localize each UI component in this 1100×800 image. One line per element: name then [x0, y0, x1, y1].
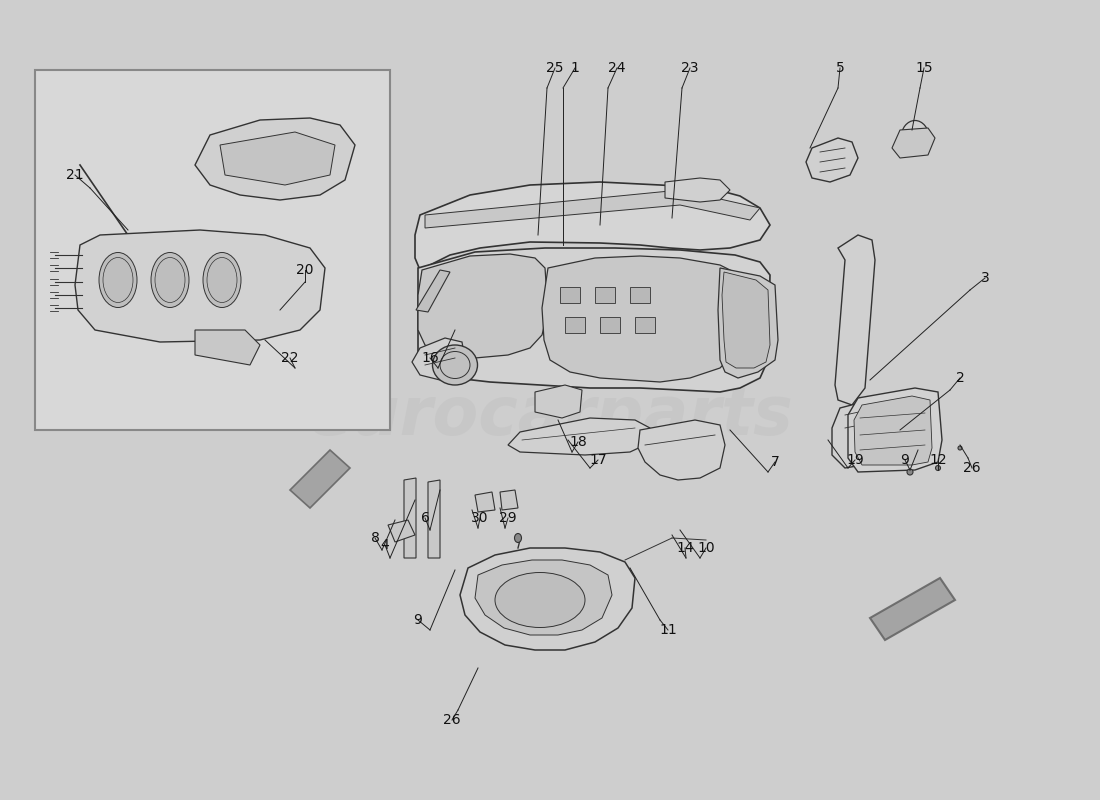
- Ellipse shape: [958, 446, 962, 450]
- Polygon shape: [220, 132, 336, 185]
- Ellipse shape: [908, 469, 913, 475]
- FancyBboxPatch shape: [35, 70, 390, 430]
- Text: 18: 18: [569, 435, 587, 449]
- Text: 16: 16: [421, 351, 439, 365]
- Polygon shape: [535, 385, 582, 418]
- Polygon shape: [508, 418, 650, 455]
- Ellipse shape: [901, 121, 930, 155]
- Text: 9: 9: [414, 613, 422, 627]
- Text: 29: 29: [499, 511, 517, 525]
- Text: 11: 11: [659, 623, 676, 637]
- Ellipse shape: [515, 534, 521, 542]
- Text: 21: 21: [66, 168, 84, 182]
- Polygon shape: [892, 128, 935, 158]
- Text: 7: 7: [771, 455, 780, 469]
- Text: 25: 25: [547, 61, 563, 75]
- Polygon shape: [565, 317, 585, 333]
- Polygon shape: [428, 480, 440, 558]
- Polygon shape: [475, 492, 495, 512]
- Polygon shape: [638, 420, 725, 480]
- Polygon shape: [806, 138, 858, 182]
- Polygon shape: [560, 287, 580, 303]
- Text: 22: 22: [282, 351, 299, 365]
- Polygon shape: [722, 272, 770, 368]
- Ellipse shape: [495, 573, 585, 627]
- Polygon shape: [425, 190, 760, 228]
- Polygon shape: [500, 490, 518, 510]
- Text: 8: 8: [371, 531, 380, 545]
- Polygon shape: [404, 478, 416, 558]
- Text: 24: 24: [608, 61, 626, 75]
- Ellipse shape: [432, 345, 477, 385]
- Polygon shape: [635, 317, 654, 333]
- Polygon shape: [854, 396, 932, 465]
- Polygon shape: [460, 548, 635, 650]
- Polygon shape: [630, 287, 650, 303]
- Text: 10: 10: [697, 541, 715, 555]
- Text: 2: 2: [956, 371, 965, 385]
- Ellipse shape: [151, 253, 189, 307]
- Polygon shape: [290, 450, 350, 508]
- Polygon shape: [832, 395, 918, 468]
- Polygon shape: [195, 330, 260, 365]
- Text: 14: 14: [676, 541, 694, 555]
- Ellipse shape: [204, 253, 241, 307]
- Text: 15: 15: [915, 61, 933, 75]
- Polygon shape: [416, 270, 450, 312]
- Text: 4: 4: [381, 538, 389, 552]
- Polygon shape: [195, 118, 355, 200]
- Text: 3: 3: [980, 271, 989, 285]
- Text: 30: 30: [471, 511, 488, 525]
- Text: 26: 26: [443, 713, 461, 727]
- Polygon shape: [870, 578, 955, 640]
- Text: 12: 12: [930, 453, 947, 467]
- Polygon shape: [75, 230, 324, 342]
- Text: 19: 19: [846, 453, 864, 467]
- Ellipse shape: [99, 253, 138, 307]
- Polygon shape: [848, 388, 942, 472]
- Polygon shape: [600, 317, 620, 333]
- Ellipse shape: [935, 466, 940, 470]
- Text: 23: 23: [681, 61, 698, 75]
- Polygon shape: [388, 520, 415, 542]
- Polygon shape: [475, 560, 612, 635]
- Text: 6: 6: [420, 511, 429, 525]
- Polygon shape: [412, 338, 465, 380]
- Polygon shape: [666, 178, 730, 202]
- Text: 9: 9: [901, 453, 910, 467]
- Text: 1: 1: [571, 61, 580, 75]
- Text: 5: 5: [836, 61, 845, 75]
- Polygon shape: [415, 182, 770, 270]
- Polygon shape: [418, 248, 770, 392]
- Text: eurocarparts: eurocarparts: [307, 383, 793, 449]
- Text: 20: 20: [296, 263, 314, 277]
- Text: 26: 26: [964, 461, 981, 475]
- Text: 17: 17: [590, 453, 607, 467]
- Polygon shape: [542, 256, 742, 382]
- Polygon shape: [595, 287, 615, 303]
- Polygon shape: [718, 268, 778, 378]
- Polygon shape: [835, 235, 874, 405]
- Polygon shape: [418, 254, 548, 358]
